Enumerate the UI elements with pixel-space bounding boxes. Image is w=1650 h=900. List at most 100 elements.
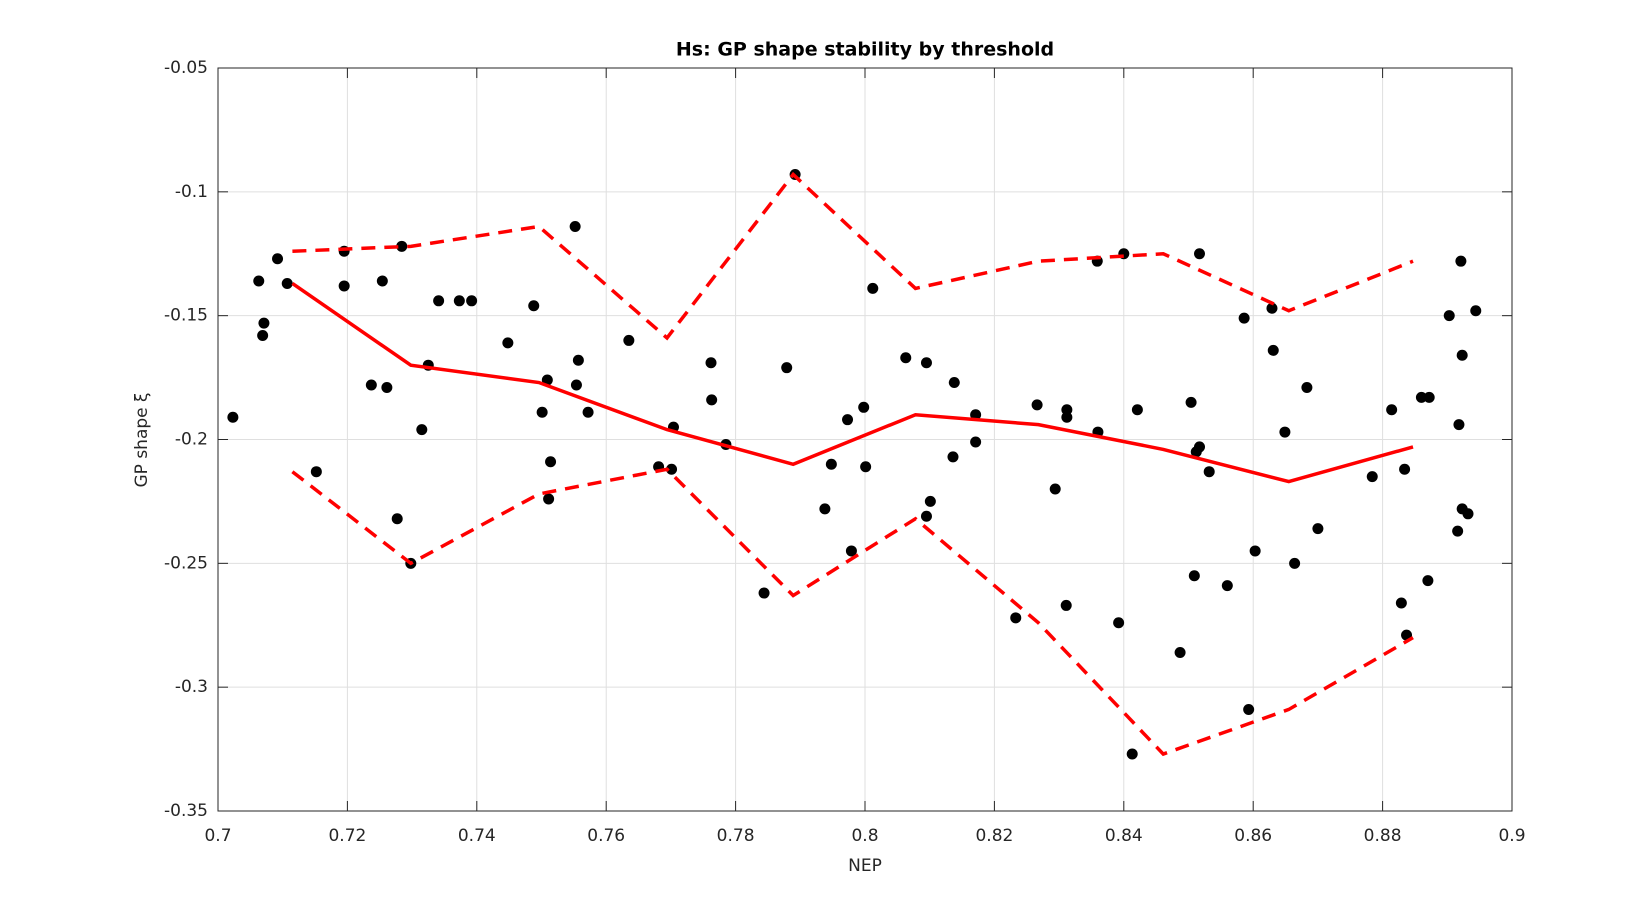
data-point [1456, 349, 1468, 361]
data-point [825, 458, 837, 470]
y-tick-label: -0.1 [175, 182, 208, 202]
data-point [924, 495, 936, 507]
data-point [867, 282, 879, 294]
data-point [227, 411, 239, 423]
y-tick-label: -0.2 [175, 430, 208, 450]
data-point [1455, 255, 1467, 267]
data-point [858, 401, 870, 413]
data-point [502, 337, 514, 349]
data-point [860, 461, 872, 473]
data-point [1386, 404, 1398, 416]
data-point [1061, 411, 1073, 423]
data-point [1415, 391, 1427, 403]
data-point [258, 317, 270, 329]
data-point [706, 394, 718, 406]
x-tick-label: 0.72 [328, 826, 366, 846]
data-point [900, 352, 912, 364]
data-point [1366, 471, 1378, 483]
plot-frame [217, 67, 1513, 812]
data-point [705, 357, 717, 369]
x-tick-label: 0.82 [975, 826, 1013, 846]
x-tick-label: 0.86 [1234, 826, 1272, 846]
y-tick-label: -0.35 [164, 801, 208, 821]
x-tick-label: 0.88 [1364, 826, 1402, 846]
data-point [1399, 463, 1411, 475]
x-tick-label: 0.78 [717, 826, 755, 846]
data-point [1188, 570, 1200, 582]
data-point [1452, 525, 1464, 537]
data-point [433, 295, 445, 307]
data-point [466, 295, 478, 307]
data-point [1301, 381, 1313, 393]
data-point [666, 463, 678, 475]
data-point [253, 275, 265, 287]
data-point [272, 253, 284, 265]
x-tick-label: 0.76 [587, 826, 625, 846]
x-tick-label: 0.84 [1105, 826, 1143, 846]
chart-title: Hs: GP shape stability by threshold [676, 39, 1054, 61]
x-tick-label: 0.74 [458, 826, 496, 846]
data-point [365, 379, 377, 391]
data-point [1131, 404, 1143, 416]
data-point [1443, 310, 1455, 322]
data-point [528, 300, 540, 312]
x-tick-label: 0.7 [204, 826, 231, 846]
data-point [338, 280, 350, 292]
data-point [310, 466, 322, 478]
data-point [416, 424, 428, 436]
data-point [1060, 599, 1072, 611]
data-point [376, 275, 388, 287]
trend-line [291, 282, 1414, 484]
data-point [1113, 617, 1125, 629]
data-point [1010, 612, 1022, 624]
data-point [1193, 441, 1205, 453]
y-tick-label: -0.3 [175, 677, 208, 697]
data-point [1203, 466, 1215, 478]
data-point [1185, 396, 1197, 408]
data-point [1243, 703, 1255, 715]
data-point [948, 377, 960, 389]
data-point [947, 451, 959, 463]
data-point [819, 503, 831, 515]
data-point [1267, 344, 1279, 356]
y-axis-label: GP shape ξ [132, 392, 152, 487]
data-point [257, 329, 269, 341]
data-point [758, 587, 770, 599]
y-tick-label: -0.25 [164, 553, 208, 573]
data-point [281, 277, 293, 289]
data-point [572, 354, 584, 366]
data-point [1470, 305, 1482, 317]
data-point [543, 493, 555, 505]
data-point [920, 510, 932, 522]
bound-line [291, 467, 1414, 757]
data-point [1266, 302, 1278, 314]
x-tick-label: 0.9 [1498, 826, 1525, 846]
data-point [1423, 391, 1435, 403]
data-point [920, 357, 932, 369]
data-point [842, 414, 854, 426]
data-point [569, 221, 581, 233]
data-point [1193, 248, 1205, 260]
y-tick-label: -0.15 [164, 306, 208, 326]
data-point [781, 362, 793, 374]
data-point [545, 456, 557, 468]
data-point [381, 381, 393, 393]
data-point [1422, 575, 1434, 587]
data-point [536, 406, 548, 418]
data-point [1395, 597, 1407, 609]
data-point [1031, 399, 1043, 411]
x-axis-label: NEP [848, 856, 882, 876]
data-point [845, 545, 857, 557]
data-point [1221, 580, 1233, 592]
data-point [570, 379, 582, 391]
data-point [970, 436, 982, 448]
data-point [1249, 545, 1261, 557]
y-tick-label: -0.05 [164, 58, 208, 78]
data-point [1453, 419, 1465, 431]
data-point [1126, 748, 1138, 760]
data-point [1289, 557, 1301, 569]
data-point [1238, 312, 1250, 324]
data-point [1049, 483, 1061, 495]
data-point [582, 406, 594, 418]
